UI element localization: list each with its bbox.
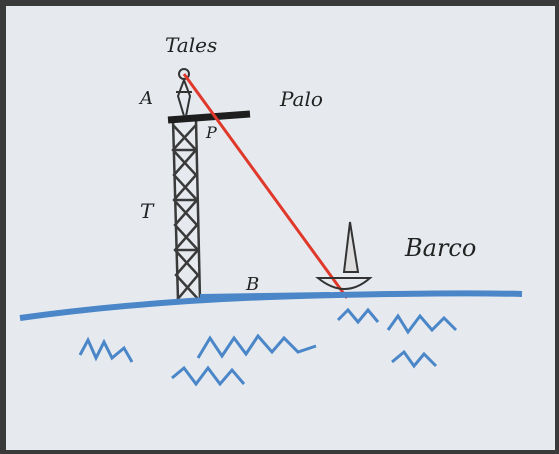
sight-line [182, 73, 349, 299]
tower [171, 119, 202, 301]
waves [78, 307, 458, 387]
label: Palo [279, 87, 323, 111]
label: P [205, 123, 217, 142]
boat [315, 221, 373, 290]
ground [199, 292, 331, 298]
label: Barco [404, 234, 476, 262]
paper [6, 6, 555, 450]
label: Tales [165, 33, 217, 57]
pole [167, 110, 251, 124]
observer-figure [176, 68, 192, 117]
label: A [138, 88, 153, 109]
label: B [245, 274, 259, 295]
label: T [140, 199, 155, 223]
